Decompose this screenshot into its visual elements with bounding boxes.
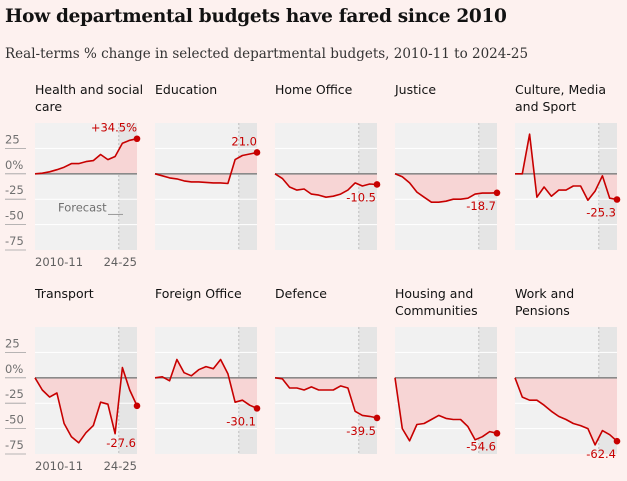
panel: -10.5 — [274, 123, 381, 250]
panel: -18.7 — [394, 123, 501, 250]
y-tick-label: -25 — [5, 183, 24, 197]
panel-title: Culture, Media and Sport — [515, 82, 606, 114]
series-line — [34, 366, 138, 444]
panel-title: Health and social care — [35, 82, 144, 114]
panel-title: Work and Pensions — [515, 286, 575, 318]
end-point — [253, 405, 261, 412]
y-tick-label: -25 — [5, 387, 24, 401]
end-point — [613, 437, 621, 445]
x-start-label: 2010-11 — [35, 255, 83, 269]
area-fill — [275, 173, 377, 198]
x-end-label: 24-25 — [104, 459, 137, 473]
end-value-label: -39.5 — [346, 424, 376, 438]
end-point — [133, 402, 141, 410]
panel: -25.3 — [515, 123, 621, 250]
end-value-label: -62.4 — [586, 447, 616, 461]
area-fill — [35, 138, 137, 174]
panel-title: Transport — [35, 286, 94, 301]
end-value-label: -27.6 — [106, 436, 136, 450]
y-tick-label: 0% — [5, 362, 23, 376]
panel: -30.1 — [154, 327, 261, 454]
end-value-label: -18.7 — [466, 199, 496, 213]
series-line — [514, 377, 618, 446]
y-tick-label: -75 — [5, 234, 24, 248]
end-point — [613, 196, 621, 203]
series-line — [274, 377, 378, 419]
end-value-label: -30.1 — [226, 414, 256, 428]
series-line — [34, 137, 138, 175]
y-tick-label: -50 — [5, 413, 24, 427]
area-fill — [155, 152, 257, 184]
forecast-region — [358, 123, 377, 250]
series-line — [274, 173, 378, 198]
area-fill — [395, 377, 497, 441]
series-line — [154, 151, 258, 185]
series-line — [515, 133, 618, 201]
x-start-label: 2010-11 — [35, 459, 83, 473]
y-tick-label: 25 — [5, 336, 20, 350]
end-value-label: -10.5 — [346, 190, 376, 204]
end-value-label: 21.0 — [231, 134, 257, 148]
panel-title: Foreign Office — [155, 286, 242, 301]
area-fill — [515, 134, 617, 201]
area-fill — [35, 367, 137, 443]
panel-title: Education — [155, 82, 218, 97]
area-fill — [515, 377, 617, 445]
panel-title: Housing and Communities — [395, 286, 478, 318]
y-tick-label: -75 — [5, 438, 24, 452]
end-value-label: -25.3 — [586, 206, 616, 220]
panel: -62.4 — [514, 327, 621, 461]
area-fill — [395, 173, 497, 203]
end-value-label: -54.6 — [466, 439, 496, 453]
series-line — [154, 358, 258, 410]
x-end-label: 24-25 — [104, 255, 137, 269]
end-point — [253, 149, 261, 156]
panel: 21.0 — [154, 123, 261, 250]
panel: -39.5 — [274, 327, 381, 454]
y-tick-label: 0% — [5, 158, 23, 172]
panel-title: Justice — [395, 82, 437, 97]
series-line — [394, 173, 498, 203]
area-fill — [275, 377, 377, 418]
y-tick-label: 25 — [5, 132, 20, 146]
end-point — [493, 429, 501, 437]
panel: +34.5% 25 0% -25 -50 -75 2010-11 24-25 Forecast — [5, 121, 141, 269]
y-tick-label: -50 — [5, 209, 24, 223]
end-point — [493, 189, 501, 197]
forecast-label: Forecast — [58, 200, 107, 214]
series-line — [394, 377, 498, 442]
panel-title: Home Office — [275, 82, 353, 97]
chart-subtitle: Real-terms % change in selected departme… — [5, 46, 529, 62]
panel: -54.6 — [394, 327, 501, 454]
forecast-region — [118, 327, 137, 454]
end-point — [133, 135, 141, 143]
end-point — [373, 181, 381, 188]
panel: -27.6 25 0% -25 -50 -75 2010-11 24-25 — [5, 327, 141, 473]
end-point — [373, 414, 381, 422]
chart-title: How departmental budgets have fared sinc… — [5, 6, 507, 27]
area-fill — [155, 359, 257, 409]
panel-title: Defence — [275, 286, 327, 301]
end-value-label: +34.5% — [91, 121, 137, 135]
